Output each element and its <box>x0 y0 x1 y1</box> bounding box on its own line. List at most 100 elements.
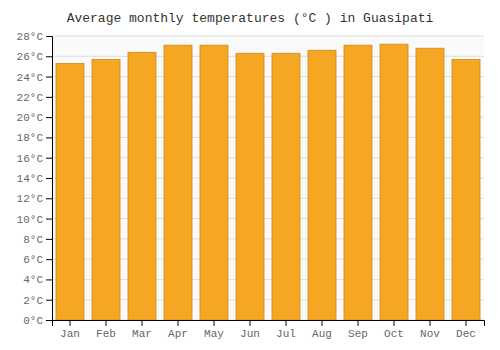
y-tick-mark <box>46 300 52 301</box>
y-tick-mark <box>46 279 52 280</box>
plot-background <box>52 36 484 320</box>
y-tick-mark <box>46 259 52 260</box>
x-tick-mark <box>430 320 431 326</box>
y-tick: 22°C <box>17 92 52 104</box>
x-tick-mark <box>394 320 395 326</box>
y-tick-label: 14°C <box>17 173 44 185</box>
x-axis: Jan Feb Mar Apr May Jun Jul Aug Sep Oct Nov Dec <box>53 320 485 340</box>
x-tick: May <box>204 320 224 340</box>
y-tick-mark <box>46 158 52 159</box>
x-tick: Aug <box>312 320 332 340</box>
bar <box>164 45 192 320</box>
chart-title: Average monthly temperatures (°C ) in Gu… <box>67 11 434 26</box>
y-tick: 20°C <box>17 112 52 124</box>
x-tick: Jun <box>240 320 260 340</box>
y-tick: 18°C <box>17 132 52 144</box>
y-tick-mark <box>46 320 52 321</box>
y-tick-label: 20°C <box>17 112 44 124</box>
y-tick: 0°C <box>23 315 52 327</box>
y-tick-label: 6°C <box>23 254 43 266</box>
y-tick: 16°C <box>17 153 52 165</box>
bar <box>416 48 444 320</box>
bar <box>344 45 372 320</box>
y-tick: 8°C <box>23 234 52 246</box>
y-tick-mark <box>46 36 52 37</box>
y-tick-mark <box>46 198 52 199</box>
x-tick-label: Sep <box>348 328 368 340</box>
y-tick: 4°C <box>23 274 52 286</box>
x-tick: Feb <box>96 320 116 340</box>
y-axis-line <box>46 37 53 321</box>
x-tick-mark <box>106 320 107 326</box>
x-tick: Sep <box>348 320 368 340</box>
x-tick-label: Apr <box>168 328 188 340</box>
grid-line <box>52 36 484 37</box>
x-tick-mark <box>214 320 215 326</box>
x-tick-label: Aug <box>312 328 332 340</box>
x-tick: Dec <box>456 320 476 340</box>
x-tick-mark <box>178 320 179 326</box>
grid <box>52 36 484 320</box>
x-tick: Jan <box>60 320 80 340</box>
x-tick-label: Dec <box>456 328 476 340</box>
y-tick-label: 4°C <box>23 274 43 286</box>
x-tick-mark <box>250 320 251 326</box>
x-tick: Mar <box>132 320 152 340</box>
x-tick-label: Jul <box>276 328 296 340</box>
y-tick: 10°C <box>17 214 52 226</box>
y-tick-label: 8°C <box>23 234 43 246</box>
bar <box>452 59 480 320</box>
bars <box>56 44 480 320</box>
x-tick: Oct <box>384 320 404 340</box>
y-tick-mark <box>46 117 52 118</box>
y-tick-label: 24°C <box>17 72 44 84</box>
x-tick: Apr <box>168 320 188 340</box>
bar <box>308 50 336 320</box>
y-tick: 14°C <box>17 173 52 185</box>
bar <box>380 44 408 320</box>
x-tick-mark <box>286 320 287 326</box>
y-tick-mark <box>46 178 52 179</box>
y-tick-label: 2°C <box>23 295 43 307</box>
bar <box>236 53 264 320</box>
bar <box>200 45 228 320</box>
y-tick-mark <box>46 137 52 138</box>
y-tick: 26°C <box>17 51 52 63</box>
chart-svg: 0°C 2°C 4°C 6°C 8°C 10°C 12°C 14°C 16°C 18°C 20°C 2… <box>0 0 500 350</box>
x-tick-label: Oct <box>384 328 404 340</box>
x-axis-line <box>53 321 485 327</box>
y-tick-label: 16°C <box>17 153 44 165</box>
bar <box>92 59 120 320</box>
y-tick-mark <box>46 219 52 220</box>
x-tick: Jul <box>276 320 296 340</box>
y-tick-label: 28°C <box>17 31 44 43</box>
y-tick-mark <box>46 56 52 57</box>
y-tick: 28°C <box>17 31 52 43</box>
y-axis: 0°C 2°C 4°C 6°C 8°C 10°C 12°C 14°C 16°C 18°C 20°C 2… <box>17 31 53 327</box>
bar <box>56 63 84 320</box>
x-tick-label: May <box>204 328 224 340</box>
y-tick: 12°C <box>17 193 52 205</box>
y-tick: 2°C <box>23 295 52 307</box>
x-tick-label: Feb <box>96 328 116 340</box>
x-tick-mark <box>142 320 143 326</box>
y-tick: 6°C <box>23 254 52 266</box>
x-tick-label: Jan <box>60 328 80 340</box>
y-tick-label: 0°C <box>23 315 43 327</box>
x-tick-mark <box>358 320 359 326</box>
x-tick-label: Nov <box>420 328 440 340</box>
y-tick-label: 10°C <box>17 214 44 226</box>
y-tick-mark <box>46 239 52 240</box>
y-tick-label: 12°C <box>17 193 44 205</box>
y-tick-label: 18°C <box>17 132 44 144</box>
bar <box>272 53 300 320</box>
x-tick-mark <box>70 320 71 326</box>
y-tick-label: 22°C <box>17 92 44 104</box>
x-tick-label: Mar <box>132 328 152 340</box>
x-tick: Nov <box>420 320 440 340</box>
y-tick-mark <box>46 97 52 98</box>
y-tick: 24°C <box>17 72 52 84</box>
x-tick-label: Jun <box>240 328 260 340</box>
y-tick-label: 26°C <box>17 51 44 63</box>
x-tick-mark <box>322 320 323 326</box>
